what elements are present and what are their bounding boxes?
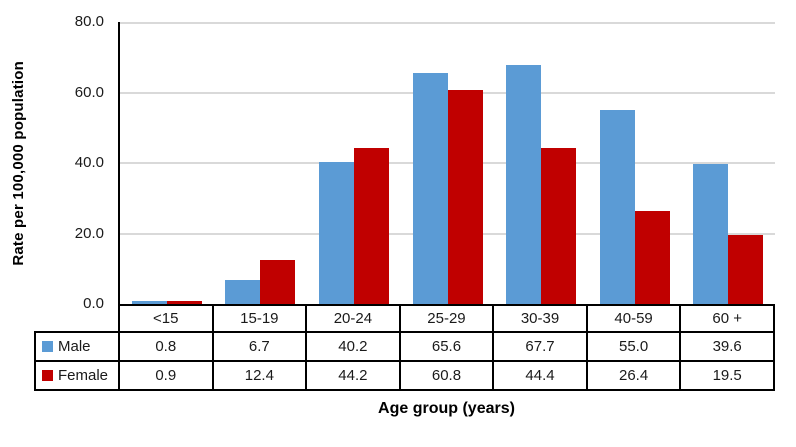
value-cell: 65.6 [398,331,495,362]
bars-container [120,22,775,304]
legend-cell-male: Male [34,331,120,362]
value-cell: 19.5 [679,360,775,391]
value-cell: 0.9 [118,360,214,391]
plot-area [118,22,775,304]
bar-male [693,164,729,304]
category-header: 40-59 [585,304,682,333]
category-header: 20-24 [305,304,401,333]
value-cell: 40.2 [305,331,401,362]
bar-female [166,300,202,304]
bar-male [599,110,635,304]
bar-male [318,162,354,304]
legend-cell-female: Female [34,360,120,391]
value-cell: 0.8 [118,331,214,362]
bar-male [412,72,448,304]
bar-female [541,147,577,304]
table-header-row: <15 15-19 20-24 25-29 30-39 40-59 60 + [35,304,775,333]
bar-female [260,260,296,304]
gridline [120,22,775,24]
value-cell: 12.4 [211,360,308,391]
y-tick-label: 20.0 [74,224,104,242]
value-cell: 44.2 [305,360,401,391]
category-slot [120,22,214,304]
x-axis-title: Age group (years) [378,400,515,417]
category-header: 30-39 [492,304,588,333]
y-tick-label: 40.0 [74,154,104,171]
category-slot [214,22,308,304]
bar-female [353,148,389,304]
bar-male [225,280,261,304]
legend-label: Male [58,338,91,355]
value-cell: 55.0 [585,331,682,362]
legend-swatch-male [42,341,53,352]
bar-male [506,65,542,304]
bar-female [728,235,764,304]
value-cell: 67.7 [492,331,588,362]
bar-male [131,301,167,304]
value-cell: 60.8 [398,360,495,391]
legend-swatch-female [42,370,53,381]
legend-label: Female [58,367,109,384]
category-header: 60 + [679,304,775,333]
category-slot [401,22,495,304]
value-cell: 39.6 [679,331,775,362]
table-row-female: Female 0.9 12.4 44.2 60.8 44.4 26.4 19.5 [34,360,775,391]
y-tick-label: 0.0 [83,295,104,312]
data-table: <15 15-19 20-24 25-29 30-39 40-59 60 + Male 0.8 6… [34,304,775,391]
bar-female [447,89,483,304]
category-slot [681,22,775,304]
category-header: 15-19 [211,304,308,333]
value-cell: 26.4 [585,360,682,391]
category-header: 25-29 [398,304,495,333]
value-cell: 44.4 [492,360,588,391]
table-row-male: Male 0.8 6.7 40.2 65.6 67.7 55.0 39.6 [34,331,775,362]
y-tick-label: 80.0 [74,13,104,30]
y-tick-label: 60.0 [74,83,104,101]
bar-female [634,210,670,304]
category-slot [494,22,588,304]
category-slot [588,22,682,304]
category-header: <15 [118,304,214,333]
category-slot [307,22,401,304]
value-cell: 6.7 [211,331,308,362]
